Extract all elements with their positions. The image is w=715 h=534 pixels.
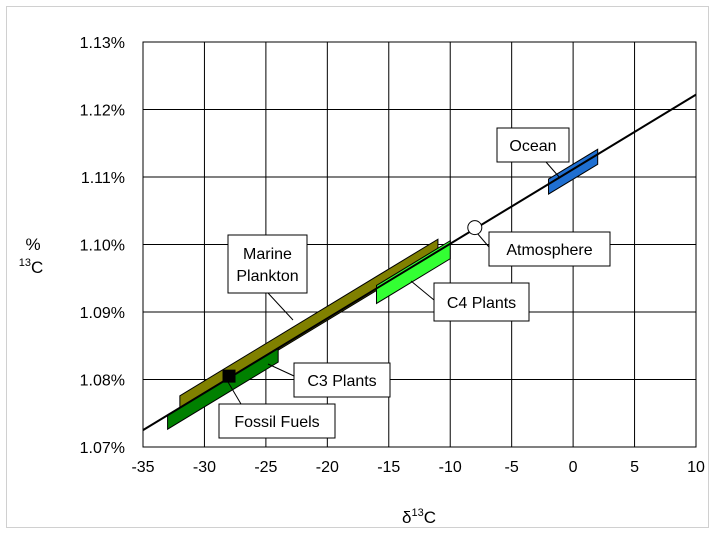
callout-box-c4-plants [433, 282, 530, 322]
y-axis-title-tail: C [31, 258, 43, 277]
tick-labels: -35 -30 -25 -20 -15 -10 -5 0 5 10 1.07% 1.08% 1.09% 1… [80, 35, 705, 476]
callout-label-ocean: Ocean [509, 138, 556, 155]
x-tick-label: 0 [569, 459, 578, 476]
x-tick-label: -5 [505, 459, 519, 476]
x-axis-title-tail: C [424, 508, 436, 527]
y-axis-title-sup: 13 [19, 257, 31, 269]
data-points [222, 220, 483, 383]
callout-box-ocean [496, 127, 570, 163]
x-tick-label: -25 [254, 459, 277, 476]
x-tick-label: 5 [630, 459, 639, 476]
y-tick-label: 1.07% [80, 440, 125, 457]
callout-label-c3-plants: C3 Plants [307, 373, 376, 390]
callout-label-marine-plankton: Marine [243, 246, 292, 263]
callout-label-marine-plankton: Plankton [236, 268, 298, 285]
leader-fossil-fuels [227, 381, 242, 405]
range-bands [167, 148, 599, 431]
callout-box-marine-plankton [227, 234, 308, 294]
x-tick-label: 10 [687, 459, 705, 476]
callout-label-fossil-fuels: Fossil Fuels [234, 414, 319, 431]
leader-marine-plankton [267, 292, 294, 321]
x-tick-label: -30 [193, 459, 216, 476]
annotations: Marine Plankton C4 Plants C3 Plants Fossil F… [218, 127, 611, 439]
leader-c4-plants [410, 280, 435, 301]
callout-box-fossil-fuels [218, 403, 336, 439]
y-tick-label: 1.12% [80, 103, 125, 120]
y-axis-title-bottom: 13C [19, 257, 44, 277]
y-tick-label: 1.13% [80, 35, 125, 52]
y-tick-label: 1.09% [80, 305, 125, 322]
leader-ocean [545, 161, 561, 179]
callout-label-atmosphere: Atmosphere [506, 242, 592, 259]
chart-frame [6, 6, 709, 528]
x-axis-title: δ13C [402, 507, 436, 527]
x-tick-label: -35 [131, 459, 154, 476]
callout-box-c3-plants [293, 362, 391, 398]
annotation-leaders [227, 161, 561, 405]
point-fossil-fuels [222, 369, 236, 383]
y-axis-title-top: % [25, 235, 40, 254]
range-band-ocean [548, 148, 599, 195]
range-band-c4-plants [375, 239, 451, 305]
x-tick-label: -10 [439, 459, 462, 476]
plot-area-border [142, 41, 697, 448]
y-tick-label: 1.08% [80, 373, 125, 390]
callout-label-c4-plants: C4 Plants [447, 295, 516, 312]
point-atmosphere [467, 220, 483, 236]
x-tick-label: -15 [377, 459, 400, 476]
x-tick-label: -20 [316, 459, 339, 476]
y-tick-label: 1.11% [81, 170, 125, 187]
leader-c3-plants [267, 363, 295, 377]
callout-box-atmosphere [488, 231, 611, 267]
x-axis-title-main: δ [402, 508, 411, 527]
y-tick-label: 1.10% [80, 238, 125, 255]
x-axis-title-sup: 13 [411, 507, 423, 519]
leader-atmosphere [476, 232, 490, 248]
